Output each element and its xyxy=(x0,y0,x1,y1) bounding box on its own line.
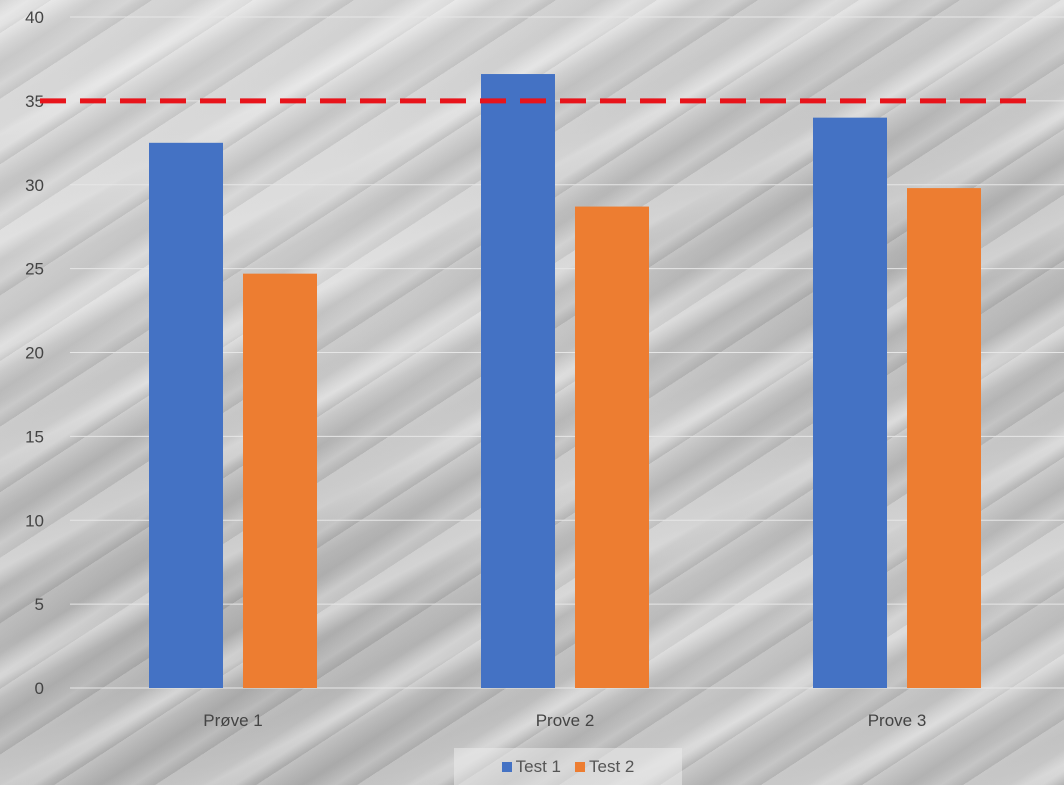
bar-series-1-category-1 xyxy=(149,142,223,688)
legend-label-series-1: Test 1 xyxy=(515,756,561,776)
legend-item-series-1: Test 1 xyxy=(501,756,561,777)
x-category-label-3: Prove 3 xyxy=(868,711,927,730)
bar-series-1-category-2 xyxy=(481,74,555,688)
legend-label-series-2: Test 2 xyxy=(589,756,635,776)
x-axis-categories: Prøve 1 Prove 2 Prove 3 xyxy=(203,711,926,730)
y-axis-ticks: 0 5 10 15 20 25 30 35 40 xyxy=(25,8,44,698)
bar-series-1-category-3 xyxy=(813,117,887,688)
legend-swatch-series-1 xyxy=(501,761,512,772)
legend-swatch-series-2 xyxy=(575,761,585,772)
y-tick-label-0: 0 xyxy=(35,679,44,698)
bar-series-2-category-2 xyxy=(575,206,649,688)
x-category-label-1: Prøve 1 xyxy=(203,711,263,730)
y-tick-label-30: 30 xyxy=(25,176,44,195)
y-tick-label-25: 25 xyxy=(25,260,44,279)
y-tick-label-35: 35 xyxy=(25,92,44,111)
y-tick-label-15: 15 xyxy=(25,427,44,446)
bars xyxy=(149,74,981,689)
x-category-label-2: Prove 2 xyxy=(536,711,595,730)
bar-series-2-category-1 xyxy=(243,273,317,688)
y-tick-label-10: 10 xyxy=(25,511,44,530)
y-tick-label-5: 5 xyxy=(35,595,44,614)
y-tick-label-40: 40 xyxy=(25,8,44,27)
legend-item-series-2: Test 2 xyxy=(575,757,634,777)
bar-series-2-category-3 xyxy=(907,188,981,689)
gridlines xyxy=(70,16,1064,689)
legend: Test 1 Test 2 xyxy=(454,748,682,785)
y-tick-label-20: 20 xyxy=(25,344,44,363)
